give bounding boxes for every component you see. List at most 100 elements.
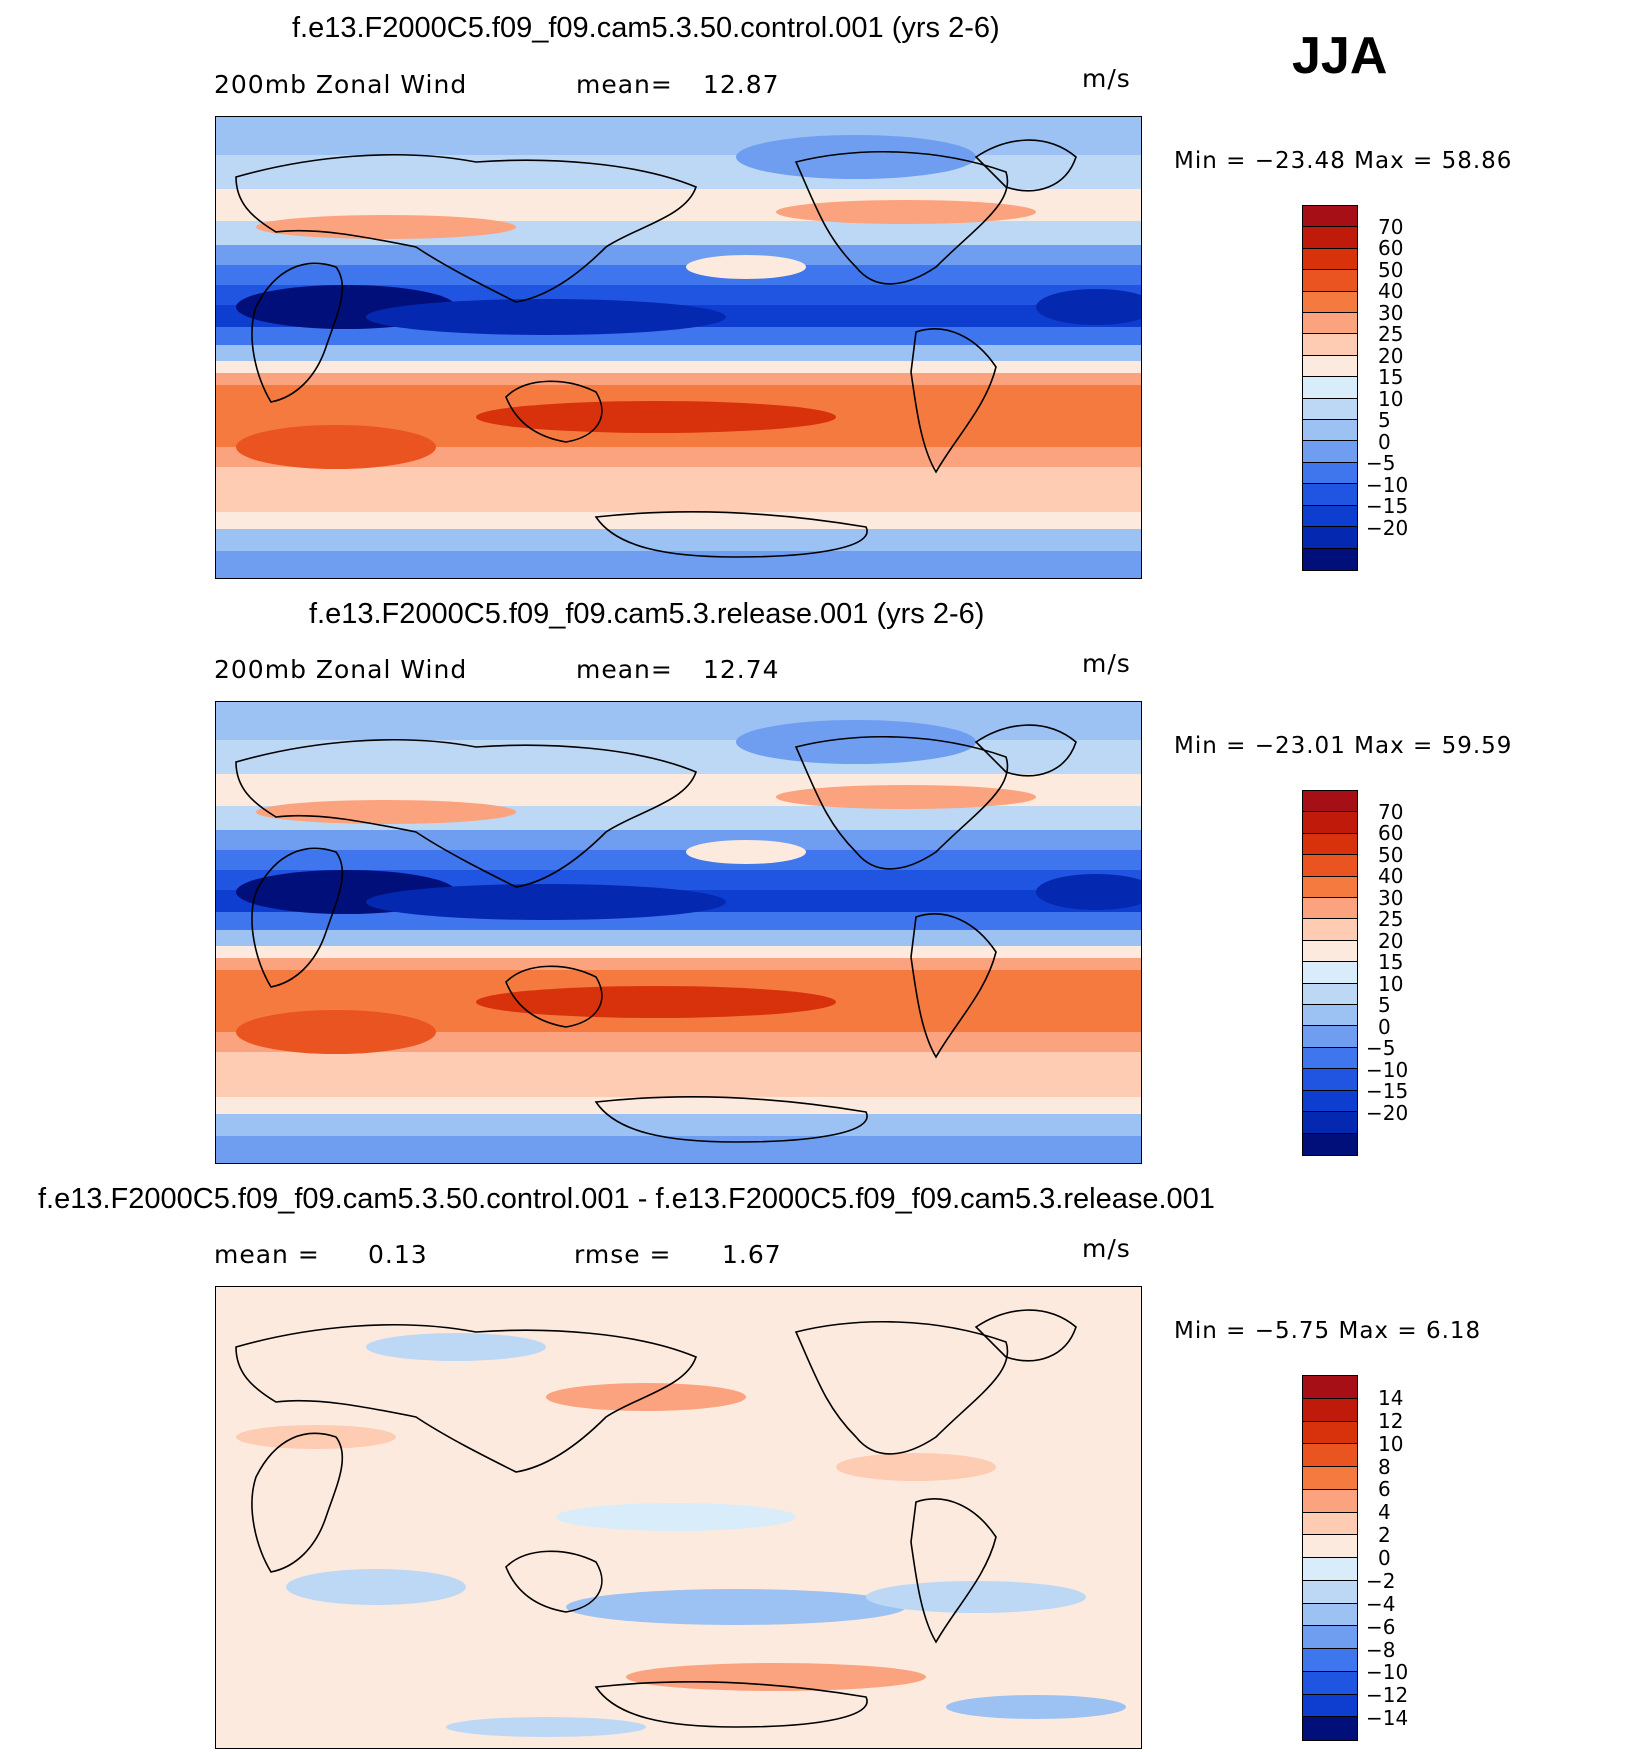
colorbar-swatch [1303, 876, 1357, 899]
colorbar-tick-label: 12 [1378, 1408, 1404, 1433]
coastline [794, 736, 1009, 870]
panel-2-minmax: Min = −23.01 Max = 59.59 [1174, 733, 1513, 759]
panel-2-variable-label: 200mb Zonal Wind [214, 655, 468, 684]
colorbar-swatch [1303, 270, 1357, 292]
colorbar-swatch [1303, 248, 1357, 271]
colorbar-swatch [1303, 1603, 1357, 1627]
coastline [505, 1550, 603, 1613]
panel-2-units: m/s [1082, 649, 1131, 678]
colorbar-swatch [1303, 1512, 1357, 1536]
colorbar-swatch [1303, 940, 1357, 963]
coastline [235, 739, 697, 888]
colorbar-swatch [1303, 833, 1357, 856]
colorbar-tick-label: −2 [1366, 1568, 1396, 1593]
colorbar-tick-label: 70 [1378, 799, 1404, 824]
colorbar-tick-label: 0 [1378, 1546, 1391, 1570]
panel-3-minmax: Min = −5.75 Max = 6.18 [1174, 1318, 1482, 1344]
colorbar-swatch [1303, 1671, 1357, 1695]
colorbar-swatch [1303, 227, 1357, 249]
panel-1-units: m/s [1082, 64, 1131, 93]
panel-3-mean-value: 0.13 [368, 1240, 428, 1269]
coastline [910, 913, 997, 1059]
coastline [251, 262, 344, 403]
colorbar-tick-label: 0 [1378, 1014, 1391, 1039]
colorbar-swatch [1303, 1112, 1357, 1134]
coastline [505, 380, 603, 443]
coastline [235, 1324, 697, 1473]
colorbar-swatch [1303, 313, 1357, 335]
map-field [216, 1287, 1141, 1748]
colorbar-swatch [1303, 1090, 1357, 1113]
panel-1-minmax: Min = −23.48 Max = 58.86 [1174, 148, 1513, 174]
coastline [594, 1680, 868, 1728]
coastline [235, 154, 697, 303]
colorbar-swatch [1303, 919, 1357, 941]
colorbar-tick-label: −14 [1366, 1706, 1409, 1731]
coastline [974, 1309, 1077, 1362]
panel-2-title: f.e13.F2000C5.f09_f09.cam5.3.release.001… [309, 598, 985, 630]
colorbar-tick-label: 15 [1378, 365, 1404, 390]
colorbar-tick-label: 14 [1378, 1385, 1404, 1410]
panel-1-map [215, 116, 1142, 579]
panel-1-variable-label: 200mb Zonal Wind [214, 70, 468, 99]
colorbar-tick-label: −8 [1366, 1637, 1396, 1662]
colorbar-tick-label: 2 [1378, 1523, 1391, 1548]
coastline [794, 151, 1009, 285]
panel-3-mean-label: mean = [214, 1240, 320, 1269]
colorbar-swatch [1303, 1398, 1357, 1422]
colorbar-tick-label: −15 [1366, 494, 1409, 519]
colorbar-tick-label: 70 [1378, 214, 1404, 239]
colorbar-swatch [1303, 291, 1357, 314]
colorbar-swatch [1303, 206, 1357, 228]
colorbar-swatch [1303, 1649, 1357, 1672]
colorbar-swatch [1303, 1069, 1357, 1091]
colorbar-swatch [1303, 334, 1357, 356]
colorbar-swatch [1303, 441, 1357, 463]
colorbar-tick-label: 20 [1378, 343, 1404, 368]
panel-3-rmse-value: 1.67 [722, 1240, 782, 1269]
colorbar-tick-label: 30 [1378, 300, 1404, 325]
panel-3-rmse-label: rmse = [574, 1240, 672, 1269]
coastline [910, 328, 997, 474]
coastline [505, 965, 603, 1028]
coastline [251, 847, 344, 988]
colorbar-tick-label: 30 [1378, 885, 1404, 910]
colorbar-swatch [1303, 355, 1357, 378]
colorbar-swatch [1303, 812, 1357, 834]
colorbar-swatch [1303, 527, 1357, 549]
colorbar-swatch [1303, 1047, 1357, 1070]
colorbar-swatch [1303, 1467, 1357, 1490]
panel-2-map [215, 701, 1142, 1164]
colorbar-tick-label: 25 [1378, 322, 1404, 347]
coastline [594, 1095, 868, 1143]
colorbar-swatch [1303, 898, 1357, 920]
colorbar-tick-label: 0 [1378, 429, 1391, 454]
colorbar-swatch [1303, 1005, 1357, 1027]
coastline [974, 139, 1077, 192]
panel-1-mean-value: 12.87 [703, 70, 780, 99]
colorbar-swatch [1303, 1133, 1357, 1155]
colorbar-tick-label: 40 [1378, 279, 1404, 304]
colorbar-swatch [1303, 1376, 1357, 1399]
colorbar-swatch [1303, 398, 1357, 421]
map-field [216, 702, 1141, 1163]
colorbar-tick-label: −4 [1366, 1591, 1396, 1616]
coastline [594, 510, 868, 558]
panel-3-title: f.e13.F2000C5.f09_f09.cam5.3.50.control.… [38, 1183, 1215, 1215]
colorbar-tick-label: 8 [1378, 1454, 1391, 1479]
colorbar-tick-label: 4 [1378, 1500, 1391, 1525]
colorbar-swatch [1303, 1558, 1357, 1581]
colorbar-swatch [1303, 505, 1357, 528]
panel-3-units: m/s [1082, 1234, 1131, 1263]
colorbar-swatch [1303, 1580, 1357, 1604]
panel-1-title: f.e13.F2000C5.f09_f09.cam5.3.50.control.… [292, 12, 1000, 44]
colorbar-tick-label: 15 [1378, 950, 1404, 975]
colorbar-tick-label: −20 [1366, 515, 1409, 540]
colorbar-swatch [1303, 1626, 1357, 1649]
colorbar-tick-label: −10 [1366, 472, 1409, 497]
colorbar-swatch [1303, 377, 1357, 399]
panel-2-mean-value: 12.74 [703, 655, 780, 684]
colorbar-tick-label: 40 [1378, 864, 1404, 889]
colorbar-swatch [1303, 1717, 1357, 1740]
colorbar-swatch [1303, 1444, 1357, 1467]
